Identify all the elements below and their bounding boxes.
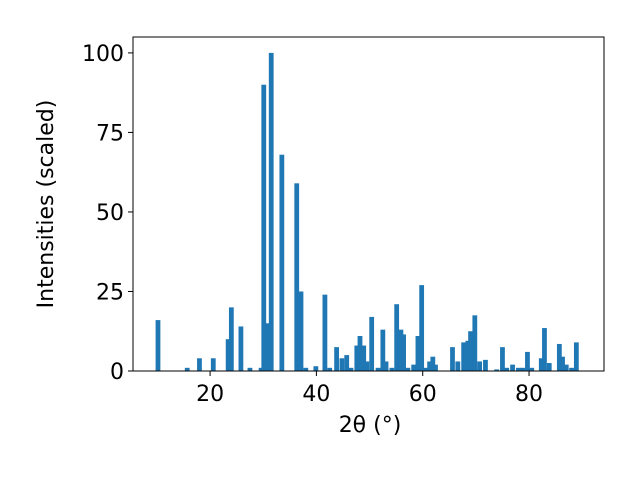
bar [197, 358, 202, 371]
bar [298, 291, 304, 371]
y-tick-label: 100 [82, 42, 124, 67]
bar [375, 367, 381, 371]
x-tick-label: 80 [515, 382, 543, 407]
bar [415, 336, 421, 371]
bar [405, 367, 411, 371]
y-axis-label: Intensities (scaled) [34, 100, 59, 309]
bar [247, 367, 253, 371]
x-tick-label: 20 [196, 382, 224, 407]
bar [398, 329, 404, 371]
x-tick-label: 40 [302, 382, 330, 407]
bar [542, 328, 547, 371]
bar [483, 359, 488, 371]
bar [465, 340, 471, 371]
y-tick-label: 25 [96, 280, 124, 305]
bar [294, 183, 300, 371]
bar [569, 367, 574, 371]
bar [322, 294, 328, 371]
y-tick-label: 75 [96, 121, 124, 146]
bar [265, 323, 271, 371]
bar [394, 304, 400, 371]
x-axis-label: 2θ (°) [339, 413, 402, 438]
bar [361, 345, 367, 371]
bar [354, 345, 360, 371]
bar [510, 364, 515, 371]
bar [468, 331, 473, 371]
bar [472, 315, 478, 371]
bar [529, 367, 535, 371]
bar [210, 358, 216, 371]
bar [344, 355, 350, 371]
bar [327, 367, 333, 371]
bar [423, 367, 429, 371]
bar [258, 367, 264, 371]
bar [369, 316, 375, 371]
bar [389, 367, 395, 371]
bar [546, 363, 552, 371]
bar [261, 84, 267, 371]
bar [520, 367, 526, 371]
bar [334, 347, 339, 371]
bar [500, 347, 505, 371]
bar [504, 367, 510, 371]
bar [516, 367, 521, 371]
bar [419, 285, 425, 371]
bar [184, 367, 190, 371]
bar [380, 329, 386, 371]
x-tick-label: 60 [409, 382, 437, 407]
bar [411, 364, 417, 371]
bar [494, 369, 500, 371]
bar [455, 361, 461, 371]
bar [225, 339, 231, 371]
bar [538, 358, 544, 371]
bar [401, 334, 406, 371]
bar [238, 326, 244, 371]
bar [427, 361, 433, 371]
bar [573, 342, 579, 371]
bar [450, 347, 455, 371]
bar [364, 361, 370, 371]
bar [461, 342, 467, 371]
bar [155, 320, 161, 371]
bar [357, 336, 363, 371]
bar [563, 364, 569, 371]
bar [433, 364, 438, 371]
bar [556, 343, 562, 371]
bar [313, 366, 319, 371]
bar [560, 356, 565, 371]
bar [228, 307, 234, 371]
y-tick-label: 50 [96, 201, 124, 226]
bar [303, 367, 309, 371]
bar [279, 154, 285, 371]
bar [430, 356, 436, 371]
bar [525, 351, 530, 371]
bar [348, 367, 354, 371]
bar [477, 361, 482, 371]
y-tick-label: 0 [110, 360, 124, 385]
bar [339, 358, 345, 371]
plot-frame [132, 36, 605, 372]
bar [383, 361, 389, 371]
bar [268, 52, 274, 372]
